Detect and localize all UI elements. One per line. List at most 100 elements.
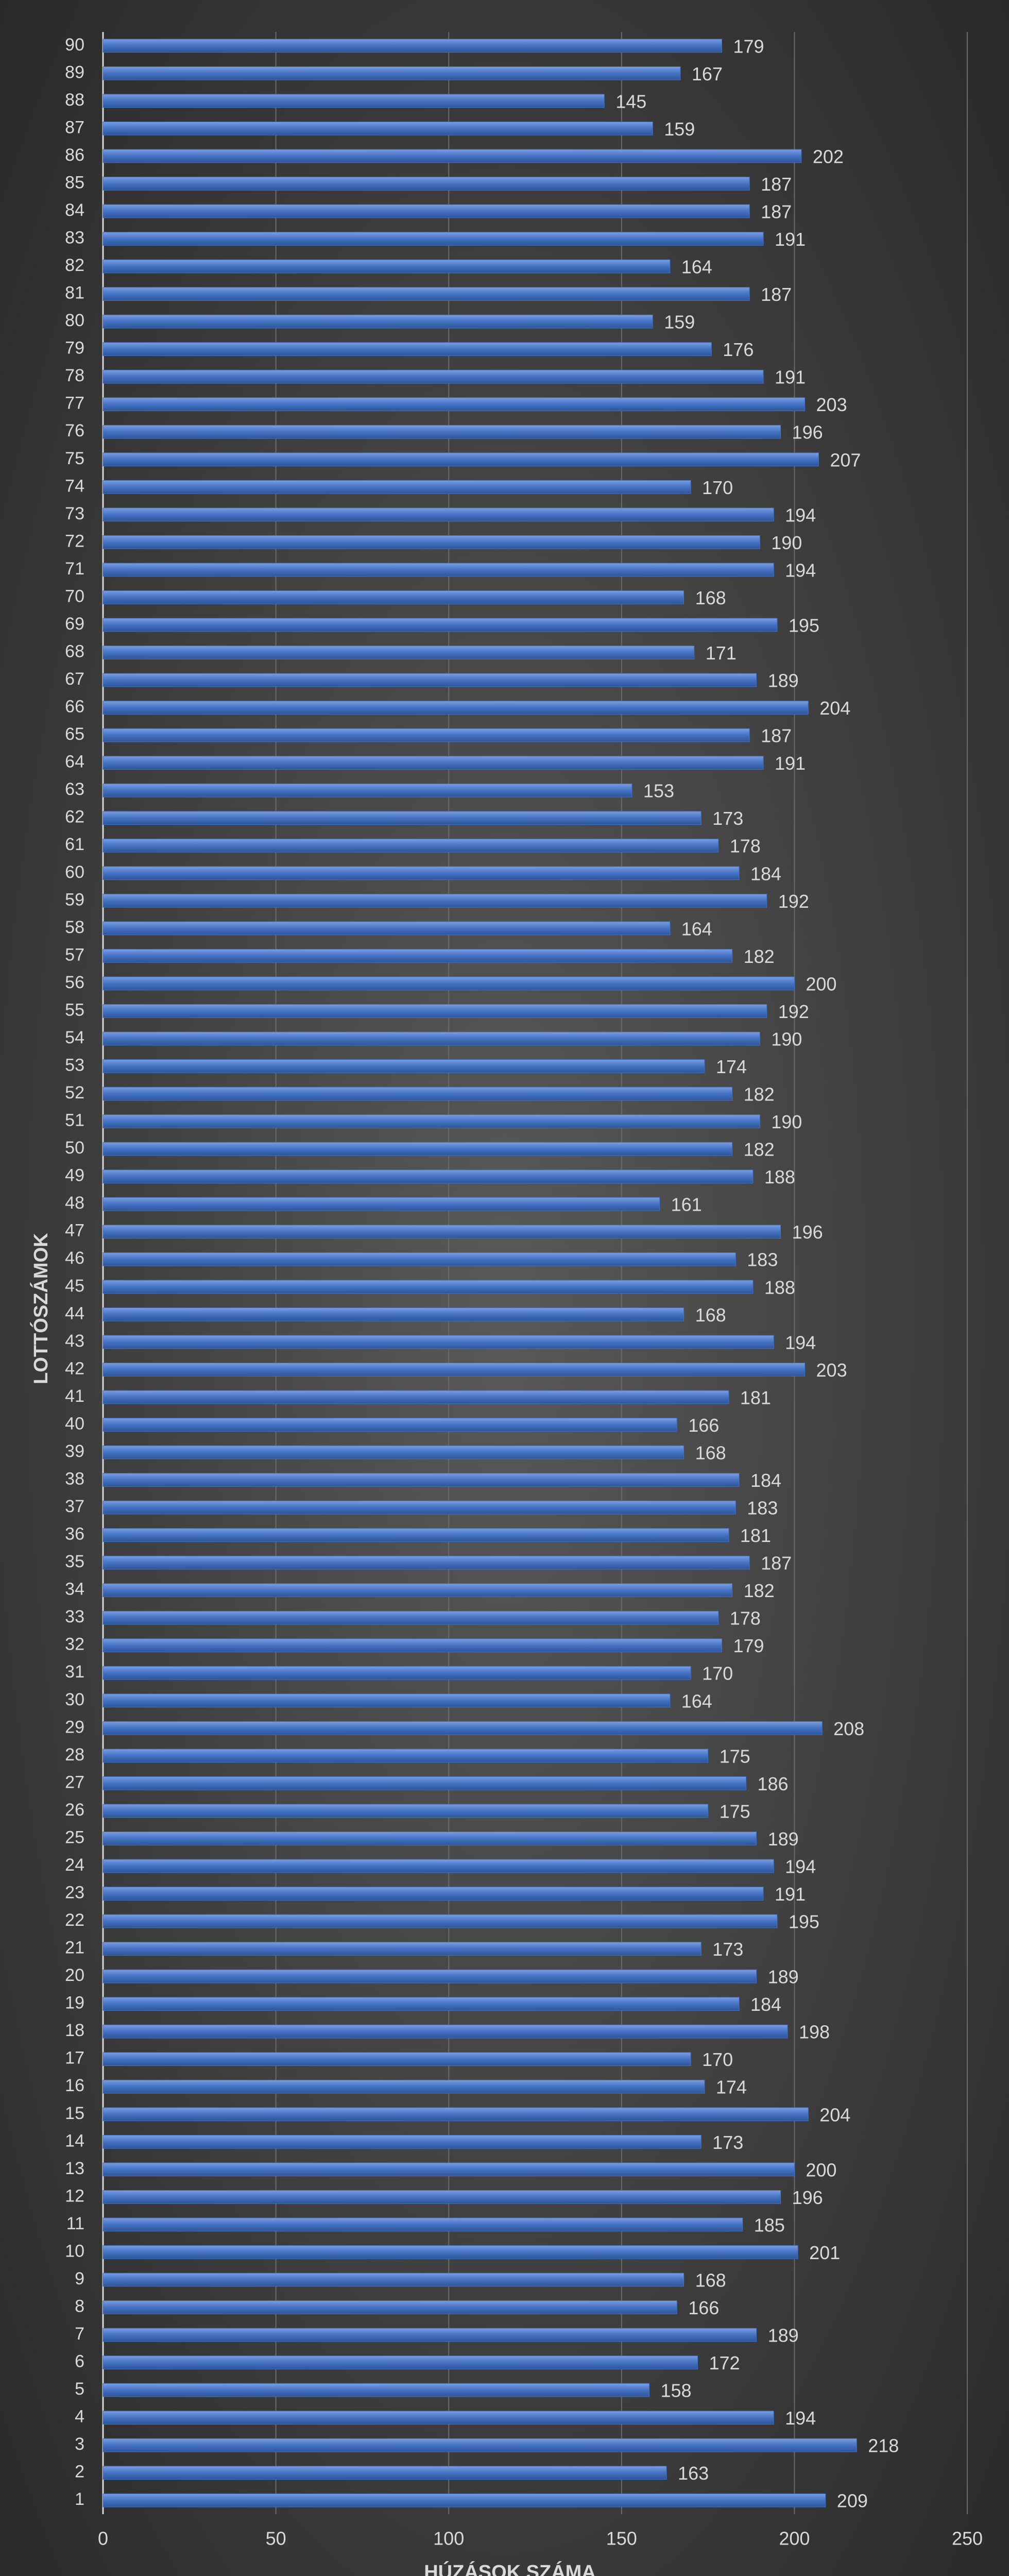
data-label: 145 xyxy=(615,91,646,112)
y-tick-label: 18 xyxy=(65,2021,84,2040)
bar xyxy=(102,1335,774,1349)
data-label: 189 xyxy=(768,2325,799,2346)
y-tick-label: 88 xyxy=(65,90,84,110)
y-tick-label: 43 xyxy=(65,1331,84,1351)
data-label: 182 xyxy=(744,1580,775,1601)
y-tick-label: 62 xyxy=(65,807,84,827)
y-tick-label: 9 xyxy=(75,2269,84,2289)
y-tick-label: 5 xyxy=(75,2379,84,2399)
data-label: 198 xyxy=(799,2022,830,2043)
bar xyxy=(102,2134,702,2149)
bar xyxy=(102,590,685,604)
data-label: 187 xyxy=(761,284,792,305)
data-label: 173 xyxy=(712,1939,743,1960)
y-tick-label: 67 xyxy=(65,669,84,689)
y-tick-label: 86 xyxy=(65,145,84,165)
bar xyxy=(102,1914,778,1928)
y-tick-label: 89 xyxy=(65,62,84,82)
data-label: 203 xyxy=(816,394,847,415)
data-label: 196 xyxy=(792,1222,823,1243)
bar xyxy=(102,259,671,274)
bar xyxy=(102,1693,671,1708)
y-tick-label: 72 xyxy=(65,531,84,551)
y-tick-label: 71 xyxy=(65,559,84,579)
data-label: 194 xyxy=(785,560,816,581)
bar xyxy=(102,2466,667,2480)
data-label: 170 xyxy=(702,1663,733,1684)
bar xyxy=(102,2190,781,2204)
y-tick-label: 57 xyxy=(65,945,84,964)
y-tick-label: 25 xyxy=(65,1827,84,1847)
y-tick-label: 50 xyxy=(65,1138,84,1158)
y-tick-label: 51 xyxy=(65,1111,84,1130)
y-tick-label: 65 xyxy=(65,724,84,744)
bar xyxy=(102,866,740,880)
bar xyxy=(102,369,764,384)
y-tick-label: 70 xyxy=(65,586,84,606)
bar xyxy=(102,976,795,991)
bar xyxy=(102,66,681,80)
y-tick-label: 52 xyxy=(65,1083,84,1103)
bar xyxy=(102,1804,709,1818)
y-tick-label: 6 xyxy=(75,2352,84,2371)
y-tick-label: 16 xyxy=(65,2076,84,2095)
y-tick-label: 74 xyxy=(65,476,84,496)
data-label: 187 xyxy=(761,725,792,747)
x-tick-label: 100 xyxy=(433,2528,464,2549)
y-tick-label: 64 xyxy=(65,752,84,772)
data-label: 194 xyxy=(785,504,816,526)
y-tick-label: 20 xyxy=(65,1965,84,1985)
data-label: 191 xyxy=(775,1884,806,1905)
data-label: 185 xyxy=(754,2214,785,2235)
y-tick-label: 46 xyxy=(65,1248,84,1268)
bar xyxy=(102,2052,691,2066)
y-tick-label: 58 xyxy=(65,918,84,937)
bar xyxy=(102,811,702,825)
y-tick-label: 59 xyxy=(65,890,84,909)
bar xyxy=(102,122,653,135)
y-tick-label: 22 xyxy=(65,1910,84,1930)
bar xyxy=(102,1887,764,1901)
bar xyxy=(102,1225,781,1239)
bar xyxy=(102,921,671,936)
y-tick-label: 54 xyxy=(65,1028,84,1047)
data-label: 179 xyxy=(733,36,764,57)
data-label: 204 xyxy=(819,698,850,719)
bar xyxy=(102,535,760,549)
y-tick-label: 14 xyxy=(65,2131,84,2150)
data-label: 187 xyxy=(761,1553,792,1574)
y-tick-label: 29 xyxy=(65,1717,84,1737)
bar xyxy=(102,2438,857,2452)
data-label: 178 xyxy=(730,836,761,857)
y-tick-label: 84 xyxy=(65,200,84,220)
bar xyxy=(102,232,764,246)
y-tick-label: 8 xyxy=(75,2296,84,2316)
bar xyxy=(102,838,719,853)
y-tick-label: 31 xyxy=(65,1662,84,1682)
bar xyxy=(102,1528,729,1542)
y-tick-label: 13 xyxy=(65,2159,84,2178)
y-tick-label: 19 xyxy=(65,1993,84,2013)
data-label: 200 xyxy=(806,2159,836,2180)
data-label: 170 xyxy=(702,2049,733,2070)
data-label: 204 xyxy=(819,2104,850,2125)
bar xyxy=(102,1280,754,1294)
bar xyxy=(102,1776,746,1790)
bar xyxy=(102,1197,660,1211)
data-label: 178 xyxy=(730,1608,761,1629)
bar xyxy=(102,1749,709,1763)
data-label: 188 xyxy=(764,1166,795,1188)
y-tick-label: 26 xyxy=(65,1800,84,1820)
bar xyxy=(102,673,757,687)
bar xyxy=(102,2411,774,2425)
data-label: 187 xyxy=(761,201,792,222)
y-tick-label: 21 xyxy=(65,1938,84,1958)
bar xyxy=(102,1445,685,1460)
bar xyxy=(102,949,733,963)
bar xyxy=(102,1583,733,1597)
data-label: 179 xyxy=(733,1635,764,1656)
y-tick-label: 78 xyxy=(65,366,84,385)
y-tick-label: 32 xyxy=(65,1635,84,1654)
data-label: 192 xyxy=(778,891,809,912)
